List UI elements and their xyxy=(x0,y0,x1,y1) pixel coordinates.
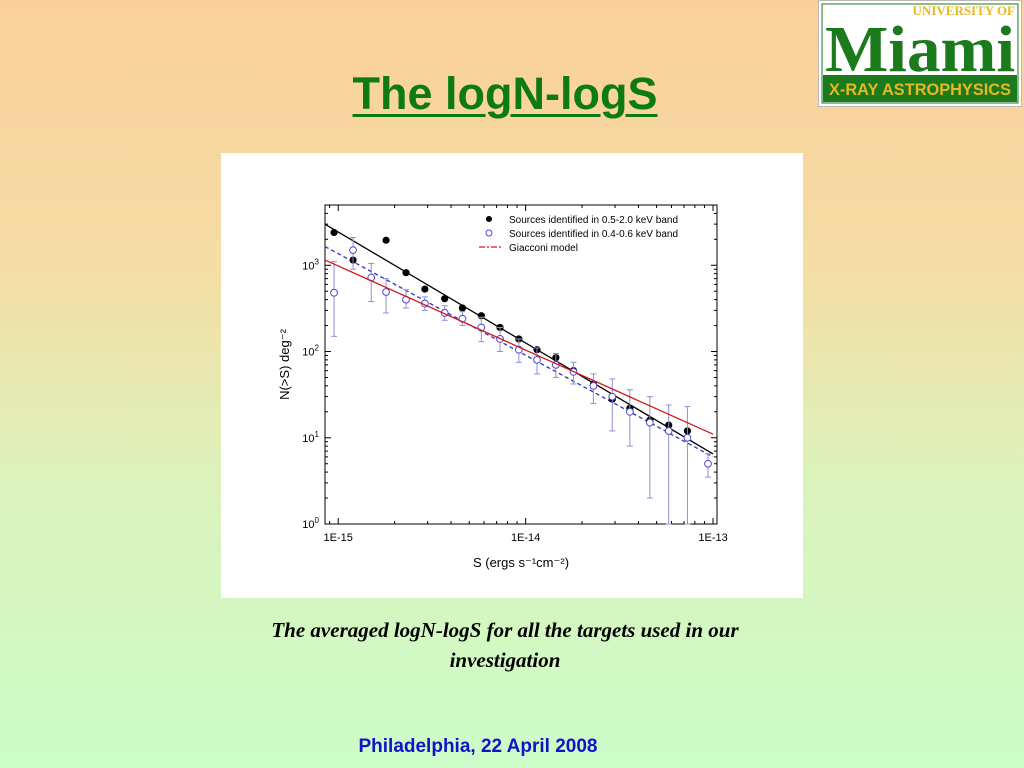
chart-panel: 1E-15 1E-14 1E-13 100 101 102 103 S (ergs s⁻¹cm… xyxy=(221,153,803,598)
data-point-soft-band xyxy=(645,418,654,427)
legend-label: Sources identified in 0.5-2.0 keV band xyxy=(509,215,678,226)
y-axis-label: N(>S) deg⁻² xyxy=(277,328,292,399)
data-point-hard-band xyxy=(421,285,429,293)
slide-title: The logN-logS xyxy=(0,68,1010,120)
y-tick-label: 102 xyxy=(302,344,319,359)
legend-label: Giacconi model xyxy=(509,243,578,254)
data-point-hard-band xyxy=(402,269,410,277)
data-point-hard-band xyxy=(382,236,390,244)
data-point-soft-band xyxy=(608,392,617,401)
data-point-soft-band xyxy=(533,355,541,364)
data-point-soft-band xyxy=(349,246,357,254)
data-point-soft-band xyxy=(330,288,338,297)
x-tick-label: 1E-15 xyxy=(324,532,353,544)
data-point-soft-band xyxy=(625,407,634,416)
y-tick-label: 101 xyxy=(302,430,319,445)
giacconi-model-line xyxy=(324,259,714,435)
lognlogs-chart: 1E-15 1E-14 1E-13 100 101 102 103 S (ergs s⁻¹cm… xyxy=(277,204,728,570)
figure-caption: The averaged logN-logS for all the targe… xyxy=(271,618,739,672)
slide-title-text: The logN-logS xyxy=(352,68,658,119)
legend-marker-filled xyxy=(486,216,492,222)
logo-graphic: UNIVERSITY OF Miami X-RAY ASTROPHYSICS xyxy=(821,3,1019,104)
logo-bottom-text: X-RAY ASTROPHYSICS xyxy=(829,80,1011,99)
university-logo: UNIVERSITY OF Miami X-RAY ASTROPHYSICS xyxy=(818,0,1022,107)
footer-location-date: Philadelphia, 22 April 2008 xyxy=(358,736,598,757)
legend-marker-open xyxy=(485,229,493,237)
x-axis-label: S (ergs s⁻¹cm⁻²) xyxy=(473,555,569,570)
data-point-soft-band xyxy=(704,459,712,468)
legend-label: Sources identified in 0.4-0.6 keV band xyxy=(509,229,678,240)
logo-top-text: UNIVERSITY OF xyxy=(913,3,1016,18)
data-point-hard-band xyxy=(330,228,338,237)
data-point-soft-band xyxy=(683,433,692,442)
y-tick-label: 103 xyxy=(302,257,319,272)
x-tick-label: 1E-14 xyxy=(511,532,540,544)
x-tick-label: 1E-13 xyxy=(698,532,727,544)
data-point-soft-band xyxy=(589,381,598,390)
data-point-hard-band xyxy=(458,304,467,312)
logo-main-text: Miami xyxy=(825,13,1015,86)
y-tick-label: 100 xyxy=(302,516,319,531)
logo-band xyxy=(823,75,1017,102)
data-point-hard-band xyxy=(441,295,449,303)
data-point-soft-band xyxy=(382,288,390,296)
data-point-soft-band xyxy=(664,427,673,435)
